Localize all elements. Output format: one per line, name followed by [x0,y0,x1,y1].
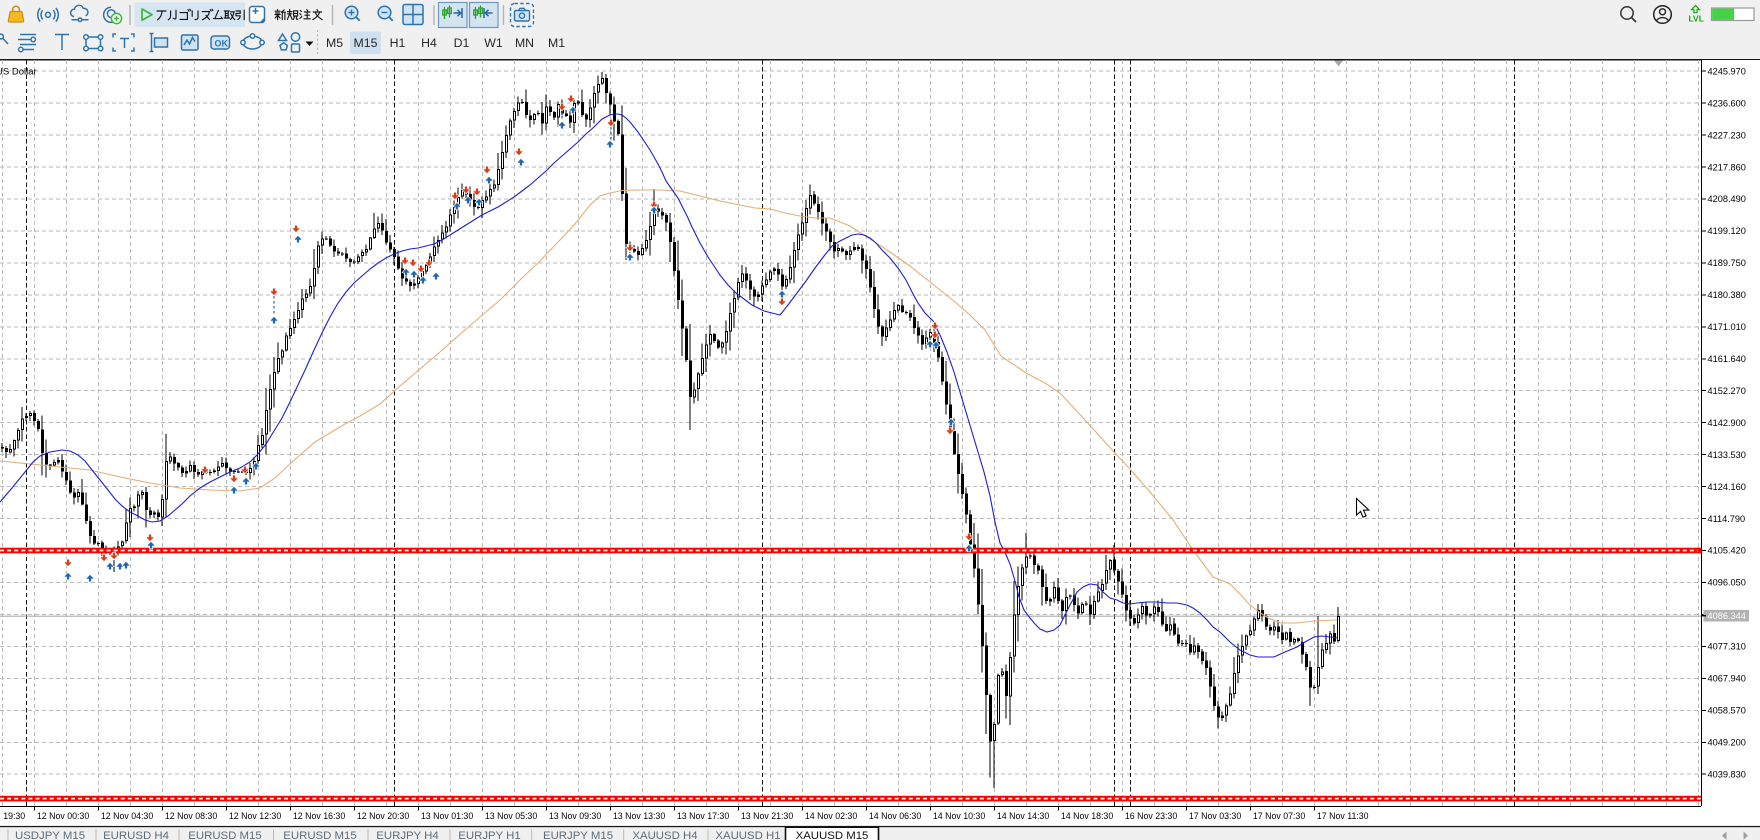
svg-text:XAUUSD H1: XAUUSD H1 [715,830,780,840]
svg-text:EURJPY H1: EURJPY H1 [458,830,520,840]
svg-text:LVL: LVL [1689,14,1704,24]
svg-text:4039.830: 4039.830 [1708,769,1746,779]
svg-text:4236.600: 4236.600 [1708,98,1746,108]
svg-text:M5: M5 [326,36,343,50]
svg-text:13 Nov 09:30: 13 Nov 09:30 [549,811,601,821]
svg-text:4180.380: 4180.380 [1708,290,1746,300]
svg-text:4217.860: 4217.860 [1708,162,1746,172]
svg-text:4114.790: 4114.790 [1708,514,1746,524]
svg-text:4199.120: 4199.120 [1708,226,1746,236]
svg-text:12 Nov 16:30: 12 Nov 16:30 [293,811,345,821]
svg-text:12 Nov 08:30: 12 Nov 08:30 [165,811,217,821]
svg-text:4227.230: 4227.230 [1708,130,1746,140]
svg-text:13 Nov 21:30: 13 Nov 21:30 [741,811,793,821]
svg-text:4152.270: 4152.270 [1708,386,1746,396]
svg-text:XAUUSD M15: XAUUSD M15 [796,830,869,840]
svg-text:H4: H4 [421,36,437,50]
svg-text:EURJPY M15: EURJPY M15 [543,830,613,840]
svg-text:4086.344: 4086.344 [1708,611,1746,621]
svg-text:4142.900: 4142.900 [1708,418,1746,428]
svg-text:4171.010: 4171.010 [1708,322,1746,332]
svg-text:4105.420: 4105.420 [1708,546,1746,556]
svg-text:12 Nov 00:30: 12 Nov 00:30 [37,811,89,821]
svg-text:17 Nov 07:30: 17 Nov 07:30 [1253,811,1305,821]
svg-text:USDJPY M15: USDJPY M15 [15,830,85,840]
svg-text:4067.940: 4067.940 [1708,674,1746,684]
svg-text:17 Nov 03:30: 17 Nov 03:30 [1189,811,1241,821]
svg-text:4245.970: 4245.970 [1708,66,1746,76]
svg-text:14 Nov 10:30: 14 Nov 10:30 [933,811,985,821]
svg-text:M1: M1 [548,36,565,50]
svg-text:19:30: 19:30 [3,811,25,821]
svg-text:12 Nov 04:30: 12 Nov 04:30 [101,811,153,821]
svg-text:4077.310: 4077.310 [1708,642,1746,652]
svg-text:OK: OK [215,39,229,49]
svg-text:4208.490: 4208.490 [1708,194,1746,204]
svg-text:13 Nov 17:30: 13 Nov 17:30 [677,811,729,821]
svg-text:12 Nov 20:30: 12 Nov 20:30 [357,811,409,821]
svg-text:4058.570: 4058.570 [1708,706,1746,716]
svg-text:14 Nov 18:30: 14 Nov 18:30 [1061,811,1113,821]
svg-text:14 Nov 14:30: 14 Nov 14:30 [997,811,1049,821]
svg-text:14 Nov 06:30: 14 Nov 06:30 [869,811,921,821]
svg-text:EURJPY H4: EURJPY H4 [376,830,438,840]
svg-text:4161.640: 4161.640 [1708,354,1746,364]
svg-text:EURUSD M15: EURUSD M15 [283,830,356,840]
svg-text:13 Nov 05:30: 13 Nov 05:30 [485,811,537,821]
svg-text:13 Nov 13:30: 13 Nov 13:30 [613,811,665,821]
svg-text:16 Nov 23:30: 16 Nov 23:30 [1125,811,1177,821]
svg-text:4133.530: 4133.530 [1708,450,1746,460]
svg-text:US Dollar: US Dollar [0,67,37,78]
svg-text:XAUUSD H4: XAUUSD H4 [632,830,697,840]
svg-text:D1: D1 [454,36,470,50]
svg-text:4096.050: 4096.050 [1708,578,1746,588]
svg-text:EURUSD M15: EURUSD M15 [188,830,261,840]
svg-text:4189.750: 4189.750 [1708,258,1746,268]
svg-text:4124.160: 4124.160 [1708,482,1746,492]
svg-text:W1: W1 [484,36,503,50]
svg-text:M15: M15 [354,36,378,50]
svg-text:14 Nov 02:30: 14 Nov 02:30 [805,811,857,821]
svg-text:13 Nov 01:30: 13 Nov 01:30 [421,811,473,821]
svg-text:EURUSD H4: EURUSD H4 [103,830,169,840]
svg-text:17 Nov 11:30: 17 Nov 11:30 [1317,811,1369,821]
svg-text:12 Nov 12:30: 12 Nov 12:30 [229,811,281,821]
svg-text:MN: MN [515,36,534,50]
svg-text:4049.200: 4049.200 [1708,738,1746,748]
svg-text:H1: H1 [390,36,406,50]
